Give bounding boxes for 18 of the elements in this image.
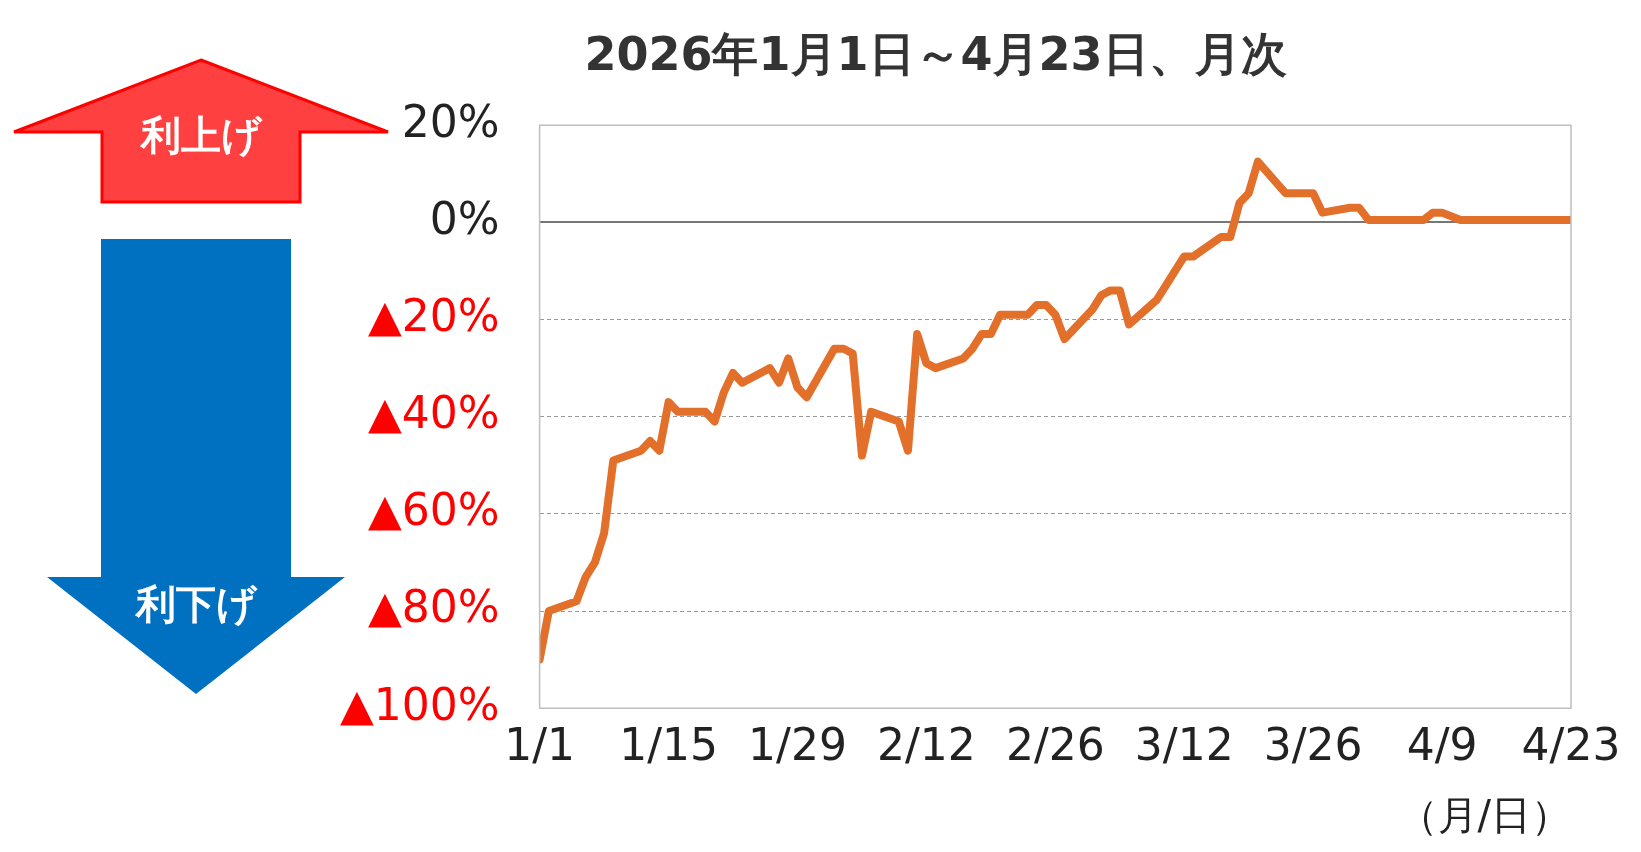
x-tick-label: 3/26 — [1263, 719, 1363, 771]
x-tick-label: 1/1 — [504, 719, 576, 771]
down-arrow-icon: 利下げ — [47, 239, 345, 694]
x-tick-label: 4/9 — [1406, 719, 1478, 771]
x-tick-label: 2/12 — [876, 719, 976, 771]
x-tick-label: 4/23 — [1521, 719, 1621, 771]
x-tick-label: 1/29 — [748, 719, 847, 771]
y-tick-label: 0% — [429, 192, 500, 244]
y-tick-label: 20% — [401, 95, 500, 147]
y-tick-label: ▲20% — [367, 289, 500, 341]
y-tick-label: ▲80% — [367, 581, 500, 633]
x-tick-label: 3/12 — [1134, 719, 1234, 771]
y-tick-label: ▲60% — [367, 484, 500, 536]
chart-title: 2026年1月1日～4月23日、月次 — [584, 26, 1287, 81]
x-axis-title: （月/日） — [1397, 792, 1571, 839]
x-tick-label: 2/26 — [1005, 719, 1105, 771]
y-tick-label: ▲40% — [367, 387, 500, 439]
x-tick-label: 1/15 — [619, 719, 718, 771]
